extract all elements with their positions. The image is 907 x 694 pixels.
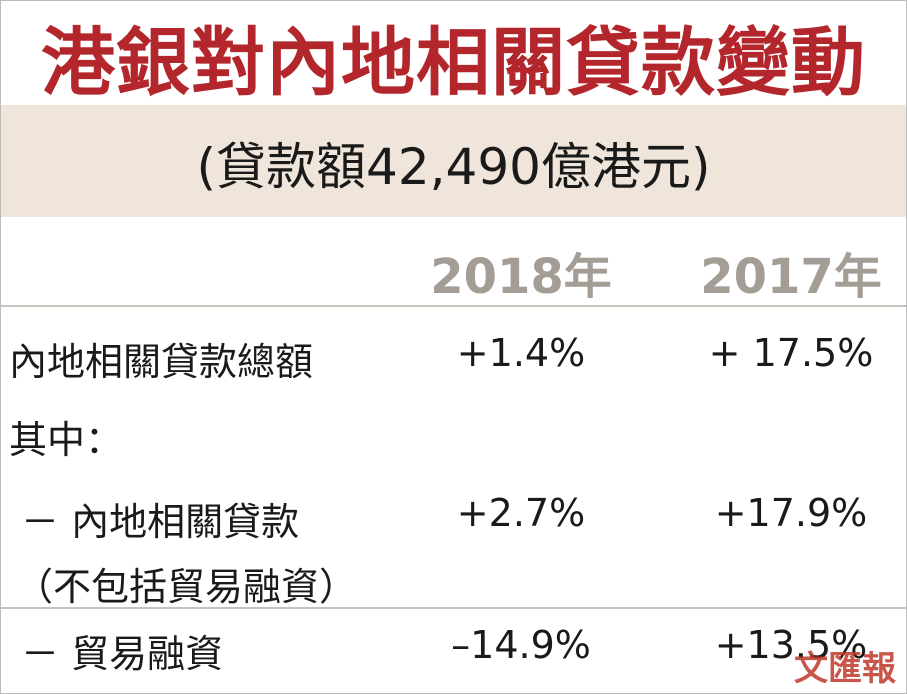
title: 港銀對內地相關貸款變動 — [41, 20, 866, 106]
cell: –14.9% — [451, 623, 591, 667]
subtitle: (貸款額42,490億港元) — [196, 138, 711, 196]
row-note: （不包括貿易融資） — [15, 565, 358, 609]
divider — [1, 607, 906, 609]
row-label: － 內地相關貸款 — [21, 500, 300, 544]
cell: +17.9% — [714, 491, 868, 535]
cell: +13.5% — [714, 623, 868, 667]
divider — [1, 305, 906, 307]
row-label: 其中： — [9, 418, 124, 462]
cell: + 17.5% — [708, 331, 874, 375]
watermark: 文匯報 — [794, 649, 896, 689]
row-label: － 貿易融資 — [21, 632, 224, 676]
subtitle-band — [1, 105, 906, 217]
row-label: 內地相關貸款總額 — [9, 340, 314, 384]
column-header: 2017年 — [700, 249, 882, 305]
cell: +1.4% — [456, 331, 586, 375]
column-header: 2018年 — [430, 249, 612, 305]
cell: +2.7% — [456, 491, 586, 535]
